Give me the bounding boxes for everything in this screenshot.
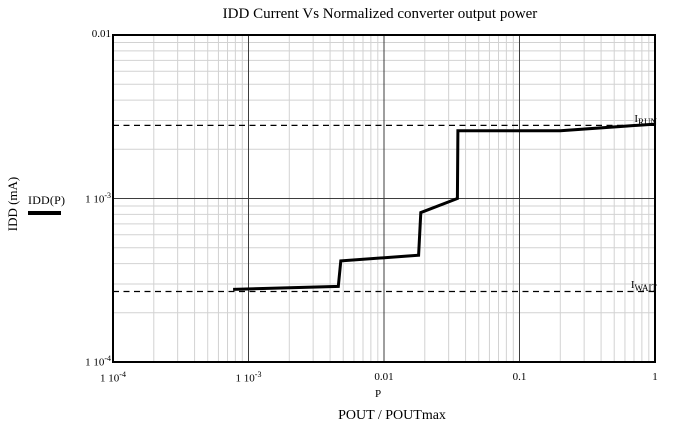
x-tick-4: 1 bbox=[652, 371, 658, 383]
legend-line-sample bbox=[28, 211, 61, 215]
chart-title: IDD Current Vs Normalized converter outp… bbox=[222, 6, 538, 22]
ref-label-iwait-sub: WAIT bbox=[634, 283, 658, 294]
x-tick-3: 0.1 bbox=[512, 371, 527, 383]
x-tick-1: 1 10-3 bbox=[235, 370, 262, 385]
x-tick-2: 0.01 bbox=[374, 371, 394, 383]
y-tick-0: 0.01 bbox=[91, 28, 111, 40]
ref-label-irun-base: I bbox=[634, 113, 638, 126]
x-axis-label: POUT / POUTmax bbox=[338, 408, 446, 423]
x-trace-label: P bbox=[374, 388, 382, 400]
ref-label-irun: IRUN bbox=[634, 114, 657, 127]
plot-border bbox=[112, 34, 656, 363]
legend-label: IDD(P) bbox=[28, 193, 66, 207]
ref-label-iwait: IWAIT bbox=[631, 280, 657, 293]
x-tick-0: 1 10-4 bbox=[100, 370, 126, 385]
y-tick-1: 1 10-3 bbox=[85, 190, 111, 206]
major-gridlines bbox=[113, 35, 655, 362]
series-idd-p- bbox=[233, 122, 656, 291]
legend: IDD(P) bbox=[28, 191, 65, 215]
ref-label-iwait-base: I bbox=[630, 279, 635, 292]
y-tick-2: 1 10-4 bbox=[85, 354, 111, 369]
ref-label-irun-sub: RUN bbox=[637, 117, 657, 128]
